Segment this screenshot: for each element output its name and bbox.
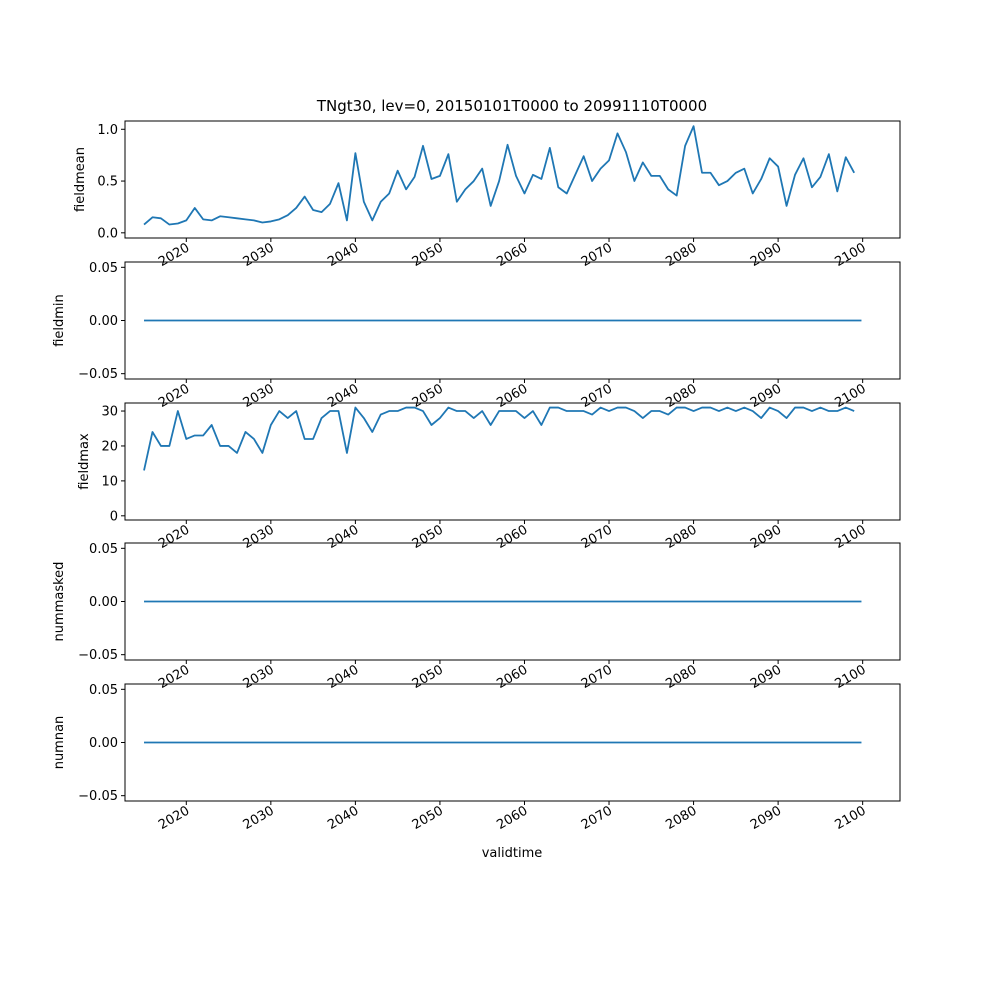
y-tick-label-fieldmean-0: 0.0	[97, 226, 118, 241]
y-tick-label-numnan-1: 0.00	[89, 736, 118, 751]
y-axis-label-fieldmin: fieldmin	[52, 294, 67, 347]
y-axis-label-numnan: numnan	[52, 716, 67, 770]
x-axis-label: validtime	[482, 846, 543, 861]
chart-title: TNgt30, lev=0, 20150101T0000 to 20991110…	[316, 97, 707, 115]
series-line-fieldmean	[143, 125, 855, 226]
y-tick-label-nummasked-1: 0.00	[89, 595, 118, 610]
y-tick-label-nummasked-2: 0.05	[89, 542, 118, 557]
y-tick-label-numnan-2: 0.05	[89, 683, 118, 698]
y-tick-label-fieldmin-0: −0.05	[78, 367, 118, 382]
y-axis-label-fieldmean: fieldmean	[73, 147, 88, 212]
y-axis-label-fieldmax: fieldmax	[77, 433, 92, 490]
axes-frame-fieldmax	[124, 402, 901, 521]
y-tick-label-fieldmean-1: 0.5	[97, 175, 118, 190]
y-tick-label-fieldmin-2: 0.05	[89, 261, 118, 276]
y-tick-label-fieldmax-2: 20	[101, 439, 118, 454]
y-tick-label-fieldmax-3: 30	[101, 405, 118, 420]
y-tick-label-fieldmax-1: 10	[101, 474, 118, 489]
y-tick-label-numnan-0: −0.05	[78, 789, 118, 804]
y-tick-label-fieldmin-1: 0.00	[89, 314, 118, 329]
y-axis-label-nummasked: nummasked	[52, 562, 67, 642]
y-tick-label-nummasked-0: −0.05	[78, 648, 118, 663]
axes-frame-fieldmean	[124, 120, 901, 239]
series-line-fieldmax	[143, 406, 855, 471]
y-tick-label-fieldmax-0: 0	[110, 509, 118, 524]
y-tick-label-fieldmean-2: 1.0	[97, 123, 118, 138]
